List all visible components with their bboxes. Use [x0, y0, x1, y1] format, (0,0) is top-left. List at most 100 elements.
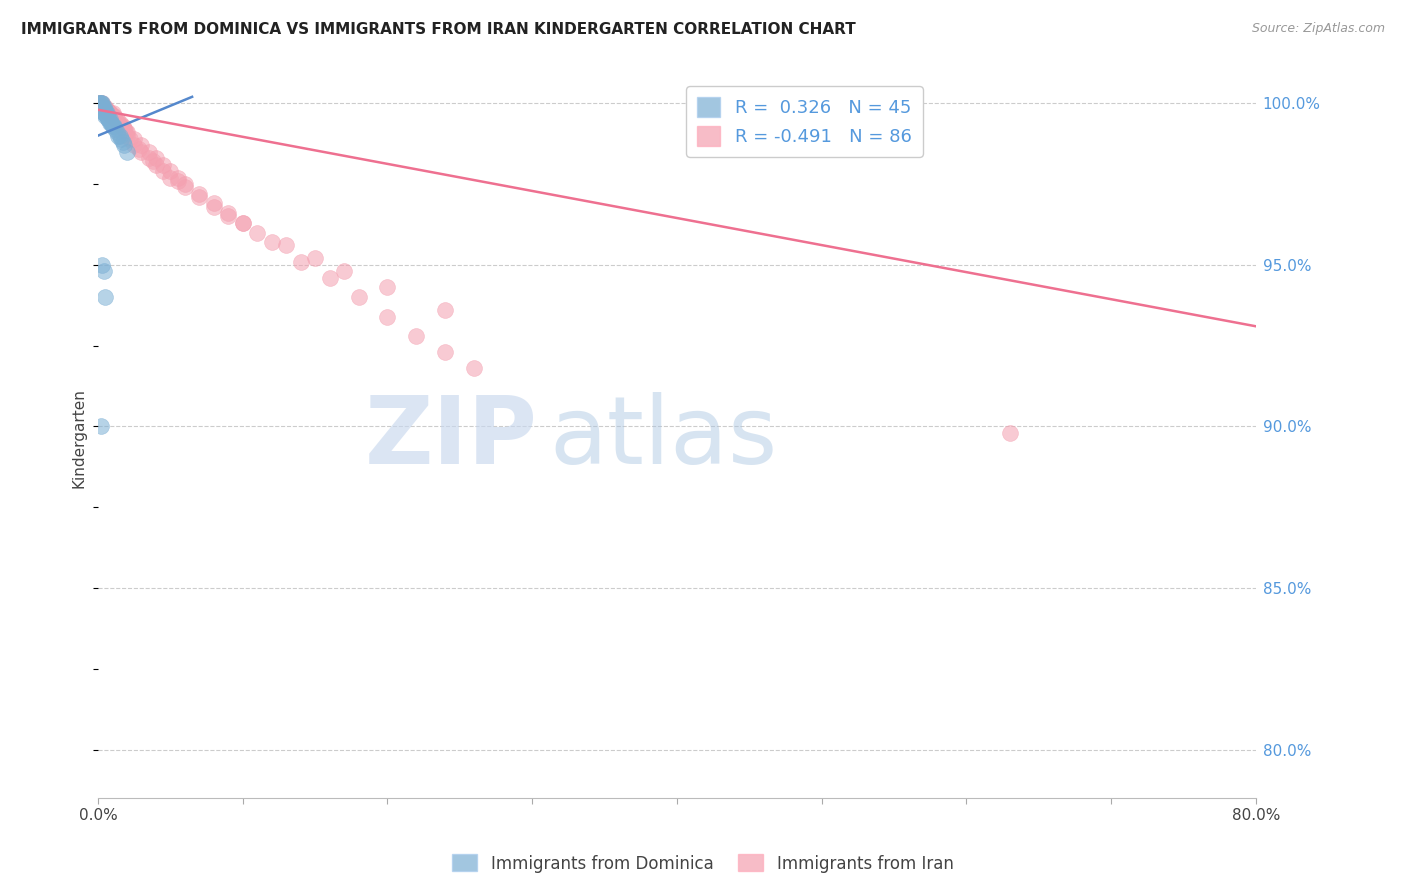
Point	[90, 96, 112, 111]
Point	[104, 112, 127, 127]
Point	[91, 99, 114, 113]
Point	[93, 106, 115, 120]
Point	[202, 196, 225, 211]
Point	[347, 290, 370, 304]
Point	[91, 99, 114, 113]
Point	[131, 145, 153, 159]
Point	[97, 106, 120, 120]
Point	[115, 128, 138, 143]
Point	[96, 103, 118, 117]
Point	[94, 103, 117, 117]
Point	[91, 96, 114, 111]
Point	[112, 122, 135, 136]
Point	[97, 106, 120, 120]
Point	[93, 99, 115, 113]
Point	[100, 116, 122, 130]
Point	[111, 135, 134, 149]
Point	[318, 270, 340, 285]
Point	[100, 109, 122, 123]
Point	[90, 99, 112, 113]
Point	[100, 109, 122, 123]
Point	[112, 138, 135, 153]
Point	[188, 190, 211, 204]
Legend: R =  0.326   N = 45, R = -0.491   N = 86: R = 0.326 N = 45, R = -0.491 N = 86	[686, 87, 922, 157]
Point	[101, 109, 124, 123]
Point	[434, 303, 457, 318]
Point	[276, 238, 298, 252]
Point	[91, 103, 114, 117]
Point	[96, 106, 118, 120]
Point	[93, 106, 115, 120]
Point	[96, 109, 118, 123]
Point	[377, 310, 399, 324]
Point	[246, 226, 269, 240]
Point	[188, 186, 211, 201]
Point	[90, 99, 112, 113]
Point	[333, 264, 356, 278]
Point	[115, 125, 138, 139]
Point	[304, 252, 326, 266]
Y-axis label: Kindergarten: Kindergarten	[72, 388, 86, 488]
Text: ZIP: ZIP	[366, 392, 538, 483]
Point	[101, 119, 124, 133]
Point	[217, 210, 239, 224]
Point	[122, 132, 145, 146]
Point	[115, 145, 138, 159]
Point	[118, 132, 141, 146]
Point	[217, 206, 239, 220]
Point	[104, 112, 127, 127]
Point	[377, 280, 399, 294]
Point	[405, 329, 427, 343]
Point	[138, 145, 160, 159]
Point	[152, 158, 174, 172]
Point	[98, 116, 121, 130]
Point	[998, 425, 1021, 440]
Point	[96, 109, 118, 123]
Point	[97, 109, 120, 123]
Point	[93, 99, 115, 113]
Point	[94, 106, 117, 120]
Point	[91, 99, 114, 113]
Point	[98, 112, 121, 127]
Point	[122, 138, 145, 153]
Point	[101, 109, 124, 123]
Point	[97, 112, 120, 127]
Point	[145, 151, 167, 165]
Point	[103, 109, 125, 123]
Point	[89, 96, 111, 111]
Point	[98, 106, 121, 120]
Point	[96, 103, 118, 117]
Point	[103, 119, 125, 133]
Point	[110, 119, 132, 133]
Point	[89, 96, 111, 111]
Point	[145, 158, 167, 172]
Point	[110, 119, 132, 133]
Point	[89, 96, 111, 111]
Point	[128, 142, 150, 156]
Point	[114, 125, 136, 139]
Point	[94, 109, 117, 123]
Point	[159, 170, 181, 185]
Point	[105, 112, 128, 127]
Point	[91, 258, 114, 272]
Point	[107, 116, 129, 130]
Point	[101, 119, 124, 133]
Point	[101, 106, 124, 120]
Point	[110, 132, 132, 146]
Point	[93, 103, 115, 117]
Point	[90, 96, 112, 111]
Point	[159, 164, 181, 178]
Point	[142, 154, 165, 169]
Point	[97, 106, 120, 120]
Point	[91, 99, 114, 113]
Point	[105, 125, 128, 139]
Text: IMMIGRANTS FROM DOMINICA VS IMMIGRANTS FROM IRAN KINDERGARTEN CORRELATION CHART: IMMIGRANTS FROM DOMINICA VS IMMIGRANTS F…	[21, 22, 856, 37]
Point	[111, 119, 134, 133]
Point	[138, 151, 160, 165]
Point	[91, 96, 114, 111]
Point	[98, 106, 121, 120]
Text: Source: ZipAtlas.com: Source: ZipAtlas.com	[1251, 22, 1385, 36]
Point	[152, 164, 174, 178]
Point	[94, 103, 117, 117]
Point	[94, 103, 117, 117]
